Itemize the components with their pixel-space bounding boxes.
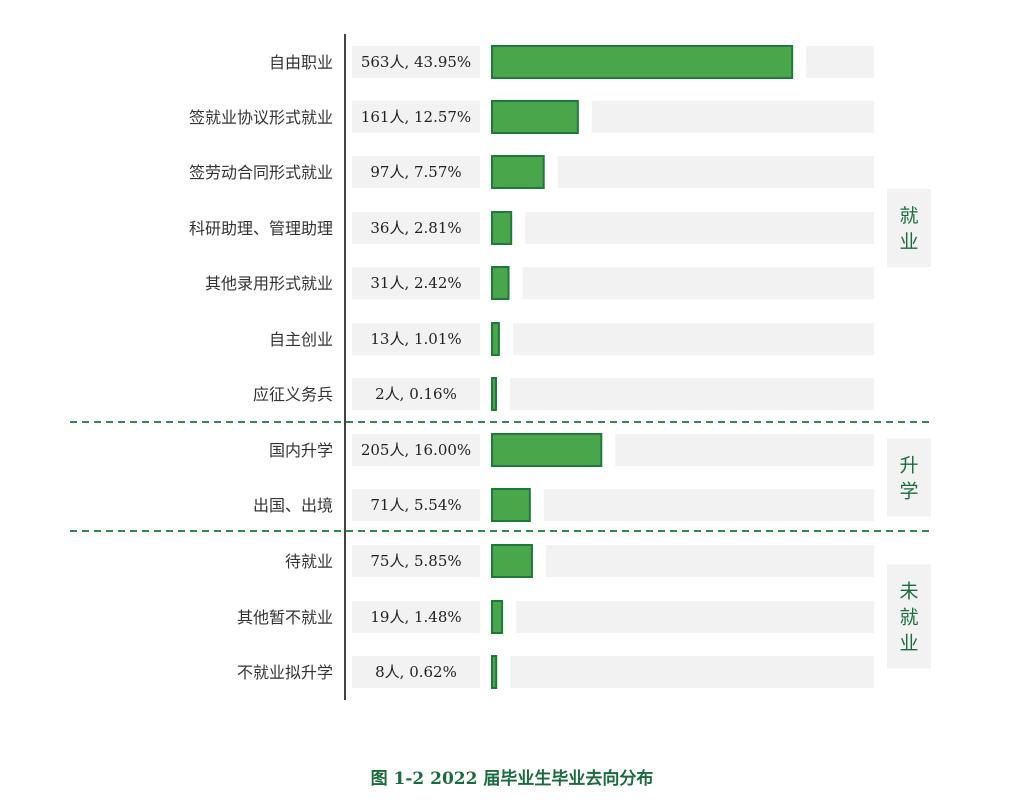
group-label: 未就业 — [899, 581, 918, 655]
bar — [491, 544, 533, 578]
value-label: 31人, 2.42% — [370, 274, 461, 292]
group-box — [887, 189, 931, 267]
value-label-box — [352, 46, 480, 78]
bar — [491, 377, 497, 411]
value-label: 13人, 1.01% — [370, 330, 461, 348]
bar-track — [591, 101, 874, 133]
category-label: 国内升学 — [269, 441, 333, 460]
bar-track — [510, 378, 874, 410]
category-label: 自主创业 — [269, 330, 333, 349]
category-label: 待就业 — [285, 552, 333, 571]
bar-track — [557, 156, 874, 188]
value-label-box — [352, 212, 480, 244]
value-label: 97人, 7.57% — [370, 163, 461, 181]
group-box — [887, 438, 931, 517]
category-label: 不就业拟升学 — [237, 663, 333, 682]
value-label: 563人, 43.95% — [361, 53, 471, 71]
value-label: 75人, 5.85% — [370, 552, 461, 570]
group-box — [887, 564, 931, 669]
bar-track — [510, 656, 874, 688]
bar — [491, 45, 794, 79]
value-label-box — [352, 601, 480, 633]
value-label: 205人, 16.00% — [361, 441, 471, 459]
category-label: 其他录用形式就业 — [205, 274, 333, 293]
group-box-layer — [887, 189, 931, 669]
rows-layer: 自由职业 563人, 43.95% 签就业协议形式就业 161人, 12.57% 签劳动… — [189, 45, 794, 689]
value-label: 161人, 12.57% — [361, 108, 471, 126]
category-label: 自由职业 — [269, 53, 333, 72]
value-label-box — [352, 156, 480, 188]
group-label: 就业 — [899, 205, 918, 253]
bar — [491, 211, 513, 245]
category-label: 其他暂不就业 — [237, 608, 333, 627]
bar-track — [545, 545, 874, 577]
value-label: 71人, 5.54% — [370, 496, 461, 514]
value-label: 36人, 2.81% — [370, 219, 461, 237]
bar — [491, 488, 531, 522]
bar — [491, 655, 498, 689]
bar-track — [806, 46, 874, 78]
bar-track — [516, 601, 874, 633]
bar-track — [522, 267, 874, 299]
bar — [491, 322, 500, 356]
chart-caption: 图 1-2 2022 届毕业生毕业去向分布 — [371, 768, 654, 789]
value-label-box — [352, 656, 480, 688]
group-label: 升学 — [899, 455, 918, 503]
bar-track — [543, 489, 874, 521]
category-label: 签就业协议形式就业 — [189, 108, 333, 127]
bar — [491, 100, 579, 134]
bar — [491, 266, 510, 300]
category-label: 应征义务兵 — [253, 385, 333, 404]
bar — [491, 433, 603, 467]
value-label-box — [352, 267, 480, 299]
value-label-box — [352, 545, 480, 577]
value-label-box — [352, 378, 480, 410]
bar — [491, 155, 545, 189]
category-label: 出国、出境 — [253, 496, 333, 515]
value-label-box — [352, 489, 480, 521]
value-label-box — [352, 323, 480, 355]
category-label: 科研助理、管理助理 — [189, 219, 333, 238]
bar-track — [512, 323, 874, 355]
value-label: 19人, 1.48% — [370, 608, 461, 626]
track-layer — [352, 46, 874, 688]
value-label-box — [352, 434, 480, 466]
value-label: 8人, 0.62% — [375, 663, 457, 681]
bar — [491, 600, 504, 634]
value-label-box — [352, 101, 480, 133]
value-label: 2人, 0.16% — [375, 385, 457, 403]
bar-track — [525, 212, 874, 244]
bar-track — [615, 434, 874, 466]
category-label: 签劳动合同形式就业 — [189, 163, 333, 182]
